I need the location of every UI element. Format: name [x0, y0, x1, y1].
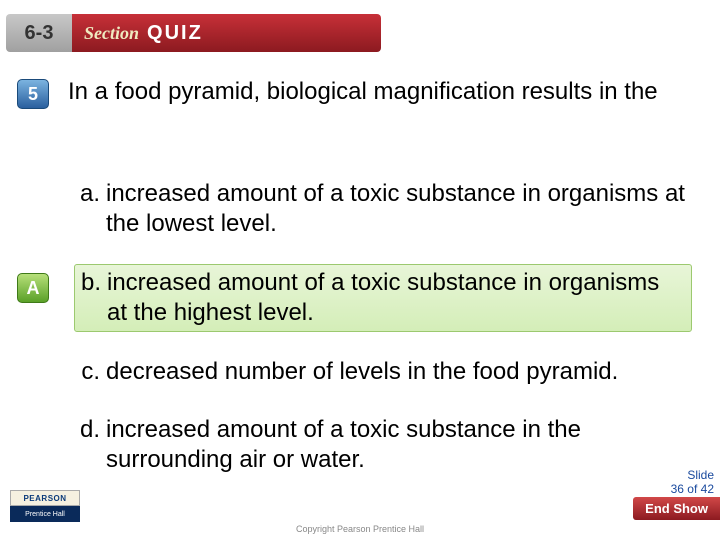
slide-position: 36 of 42 — [671, 482, 714, 496]
option-letter: d. — [76, 415, 106, 475]
slide-label: Slide — [671, 468, 714, 482]
banner-section-number-box: 6-3 — [6, 14, 72, 52]
option-b: b. increased amount of a toxic substance… — [74, 264, 692, 332]
banner-section-number: 6-3 — [25, 22, 54, 45]
correct-answer-letter: A — [27, 278, 40, 299]
logo-pearson: PEARSON — [10, 490, 80, 506]
logo-prentice-hall: Prentice Hall — [10, 506, 80, 522]
option-text: increased amount of a toxic substance in… — [106, 179, 686, 239]
slide-counter: Slide 36 of 42 — [671, 468, 714, 496]
copyright-text: Copyright Pearson Prentice Hall — [0, 524, 720, 534]
option-letter: c. — [76, 357, 106, 387]
option-letter: a. — [76, 179, 106, 239]
section-quiz-banner: 6-3 Section QUIZ — [6, 14, 381, 52]
end-show-button[interactable]: End Show — [633, 497, 720, 520]
options-list: a. increased amount of a toxic substance… — [74, 176, 692, 500]
option-text: decreased number of levels in the food p… — [106, 357, 686, 387]
banner-section-word: Section — [84, 23, 139, 44]
option-text: increased amount of a toxic substance in… — [106, 415, 686, 475]
question-number-badge: 5 — [17, 79, 49, 109]
question-text: In a food pyramid, biological magnificat… — [68, 77, 680, 107]
correct-answer-badge: A — [17, 273, 49, 303]
banner-quiz-word: QUIZ — [147, 22, 203, 45]
option-letter: b. — [77, 268, 107, 328]
option-c: c. decreased number of levels in the foo… — [74, 354, 692, 390]
option-d: d. increased amount of a toxic substance… — [74, 412, 692, 478]
banner-title-box: Section QUIZ — [72, 14, 381, 52]
option-a: a. increased amount of a toxic substance… — [74, 176, 692, 242]
option-text: increased amount of a toxic substance in… — [107, 268, 685, 328]
publisher-logo: PEARSON Prentice Hall — [10, 490, 80, 522]
question-number: 5 — [28, 84, 38, 105]
